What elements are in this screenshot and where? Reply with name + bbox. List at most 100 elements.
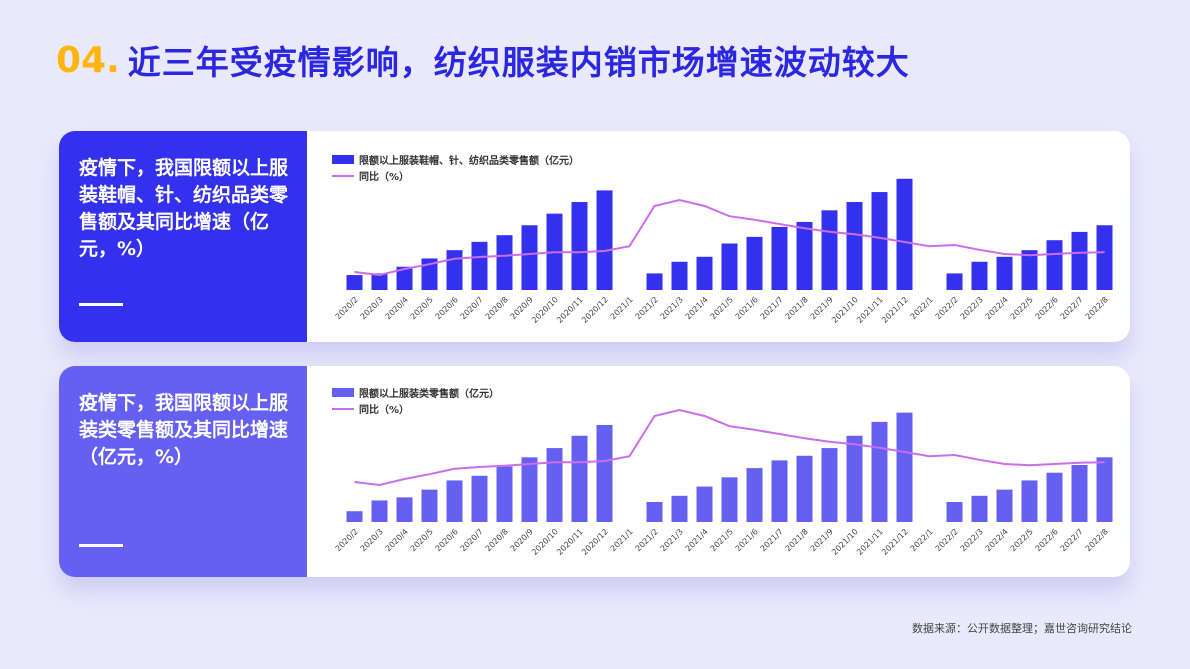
bar xyxy=(721,243,738,290)
bar xyxy=(446,250,463,290)
bar xyxy=(996,256,1013,290)
bar xyxy=(546,448,563,522)
x-tick-label: 2021/5 xyxy=(709,295,735,321)
legend-label-line: 同比（%） xyxy=(359,170,409,183)
x-tick-label: 2022/4 xyxy=(984,295,1010,321)
panel-divider xyxy=(79,544,123,547)
x-tick-label: 2020/12 xyxy=(580,527,610,557)
bar xyxy=(346,511,363,522)
bar xyxy=(646,501,663,522)
bar xyxy=(1071,465,1088,522)
series-line xyxy=(354,198,1105,277)
x-tick-label: 2022/7 xyxy=(1059,295,1085,321)
bar xyxy=(571,202,588,290)
x-tick-label: 2020/8 xyxy=(484,527,510,553)
x-tick-label: 2022/2 xyxy=(934,295,960,321)
bar xyxy=(846,435,863,522)
panel-title-1: 疫情下，我国限额以上服装鞋帽、针、纺织品类零售额及其同比增速（亿元，%） xyxy=(79,157,289,260)
x-tick-label: 2020/6 xyxy=(434,295,460,321)
x-tick-label: 2021/12 xyxy=(880,295,910,325)
legend-label-bar: 限额以上服装类零售额（亿元） xyxy=(359,387,499,400)
x-tick-label: 2022/6 xyxy=(1034,295,1060,321)
bar xyxy=(1096,457,1113,522)
x-tick-label: 2020/12 xyxy=(580,295,610,325)
x-tick-label: 2021/4 xyxy=(684,295,710,321)
bar xyxy=(771,460,788,522)
legend: 限额以上服装类零售额（亿元） 同比（%） xyxy=(332,387,499,416)
x-tick-label: 2021/5 xyxy=(709,527,735,553)
section-number: 04. xyxy=(56,39,120,81)
x-tick-label: 2021/7 xyxy=(759,295,785,321)
bar xyxy=(1046,240,1063,290)
x-tick-label: 2020/11 xyxy=(555,295,585,325)
x-tick-label: 2020/2 xyxy=(334,527,360,553)
x-tick-label: 2021/1 xyxy=(609,527,635,553)
panel-divider xyxy=(79,303,123,306)
bar xyxy=(871,192,888,290)
x-tick-label: 2022/8 xyxy=(1084,295,1110,321)
bar xyxy=(596,424,613,522)
x-tick-label: 2022/5 xyxy=(1009,295,1035,321)
x-tick-label: 2020/6 xyxy=(434,527,460,553)
x-tick-label: 2021/11 xyxy=(855,295,885,325)
x-tick-label: 2021/3 xyxy=(659,295,685,321)
x-tick-label: 2020/4 xyxy=(384,295,410,321)
title-text: 近三年受疫情影响，纺织服装内销市场增速波动较大 xyxy=(127,43,910,82)
bar xyxy=(846,202,863,290)
x-tick-label: 2021/12 xyxy=(880,527,910,557)
bar xyxy=(971,261,988,290)
bar xyxy=(721,477,738,522)
bar xyxy=(421,258,438,290)
x-tick-label: 2022/4 xyxy=(984,527,1010,553)
x-tick-label: 2022/1 xyxy=(909,295,935,321)
bar xyxy=(946,501,963,522)
bar xyxy=(696,256,713,290)
bar xyxy=(746,236,763,290)
legend-swatch-bar xyxy=(332,155,354,164)
chart-card-2-panel: 疫情下，我国限额以上服装类零售额及其同比增速（亿元，%） xyxy=(59,366,307,577)
legend-swatch-bar xyxy=(332,388,354,397)
x-tick-label: 2021/7 xyxy=(759,527,785,553)
bar xyxy=(671,495,688,522)
bar xyxy=(596,190,613,290)
source-note: 数据来源：公开数据整理；嘉世咨询研究结论 xyxy=(912,622,1132,635)
page-title: 04. 近三年受疫情影响，纺织服装内销市场增速波动较大 xyxy=(56,30,910,90)
bar xyxy=(396,497,413,522)
x-tick-label: 2021/10 xyxy=(830,295,860,325)
x-tick-label: 2020/10 xyxy=(530,295,560,325)
x-tick-label: 2021/3 xyxy=(659,527,685,553)
x-tick-label: 2022/6 xyxy=(1034,527,1060,553)
legend-label-bar: 限额以上服装鞋帽、针、纺织品类零售额（亿元） xyxy=(359,154,579,167)
bar xyxy=(471,241,488,290)
bar xyxy=(971,495,988,522)
bar xyxy=(521,225,538,290)
x-tick-label: 2022/8 xyxy=(1084,527,1110,553)
bar xyxy=(1046,472,1063,522)
series-line xyxy=(354,408,1105,487)
bar xyxy=(646,273,663,290)
bar xyxy=(421,489,438,522)
x-tick-label: 2020/7 xyxy=(459,527,485,553)
x-tick-label: 2020/3 xyxy=(359,527,385,553)
bar xyxy=(796,221,813,290)
bar xyxy=(746,468,763,522)
bar xyxy=(1021,480,1038,522)
x-tick-label: 2021/2 xyxy=(634,527,660,553)
bar xyxy=(346,275,363,290)
bar xyxy=(946,273,963,290)
x-tick-label: 2020/8 xyxy=(484,295,510,321)
x-tick-label: 2022/7 xyxy=(1059,527,1085,553)
x-tick-label: 2021/10 xyxy=(830,527,860,557)
chart-card-1-panel: 疫情下，我国限额以上服装鞋帽、针、纺织品类零售额及其同比增速（亿元，%） xyxy=(59,131,307,342)
x-tick-label: 2022/5 xyxy=(1009,527,1035,553)
x-tick-label: 2021/6 xyxy=(734,295,760,321)
x-tick-label: 2021/1 xyxy=(609,295,635,321)
x-tick-label: 2021/8 xyxy=(784,295,810,321)
x-tick-label: 2020/2 xyxy=(334,295,360,321)
x-tick-label: 2020/7 xyxy=(459,295,485,321)
bar xyxy=(1021,250,1038,290)
legend-label-line: 同比（%） xyxy=(359,403,409,416)
bar xyxy=(521,457,538,522)
x-tick-label: 2020/5 xyxy=(409,295,435,321)
chart-card-2: 疫情下，我国限额以上服装类零售额及其同比增速（亿元，%） 限额以上服装类零售额（… xyxy=(59,366,1130,577)
